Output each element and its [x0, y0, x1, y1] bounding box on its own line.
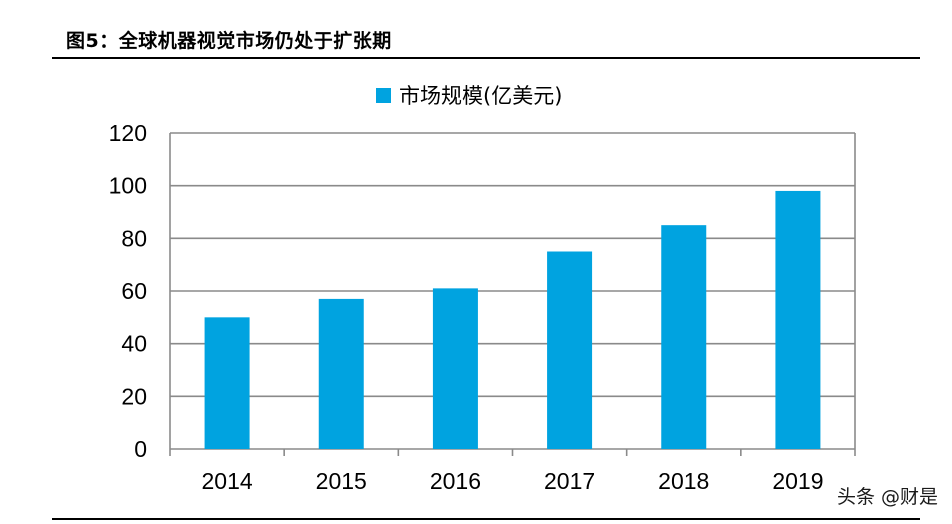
x-tick-label: 2018 — [658, 468, 709, 494]
top-rule — [52, 57, 920, 59]
y-tick-label: 100 — [109, 173, 147, 199]
bar — [318, 298, 364, 449]
x-tick-label: 2014 — [201, 468, 252, 494]
x-tick-label: 2015 — [316, 468, 367, 494]
y-tick-label: 20 — [121, 383, 147, 409]
legend-label: 市场规模(亿美元) — [399, 84, 562, 108]
x-tick-label: 2016 — [430, 468, 481, 494]
x-tick-label: 2019 — [772, 468, 823, 494]
bar — [547, 251, 593, 449]
bar — [204, 317, 250, 449]
x-tick-label: 2017 — [544, 468, 595, 494]
legend-swatch — [376, 88, 391, 103]
y-tick-label: 40 — [121, 331, 147, 357]
y-tick-label: 60 — [121, 278, 147, 304]
y-tick-label: 120 — [109, 120, 147, 146]
watermark-text: 头条 @财是 — [836, 486, 938, 508]
bar — [775, 190, 821, 449]
y-tick-label: 80 — [121, 225, 147, 251]
y-tick-label: 0 — [134, 436, 147, 462]
bottom-rule — [52, 518, 920, 520]
figure-title: 图5：全球机器视觉市场仍处于扩张期 — [66, 30, 392, 52]
bar — [432, 288, 478, 449]
bar — [661, 225, 707, 449]
